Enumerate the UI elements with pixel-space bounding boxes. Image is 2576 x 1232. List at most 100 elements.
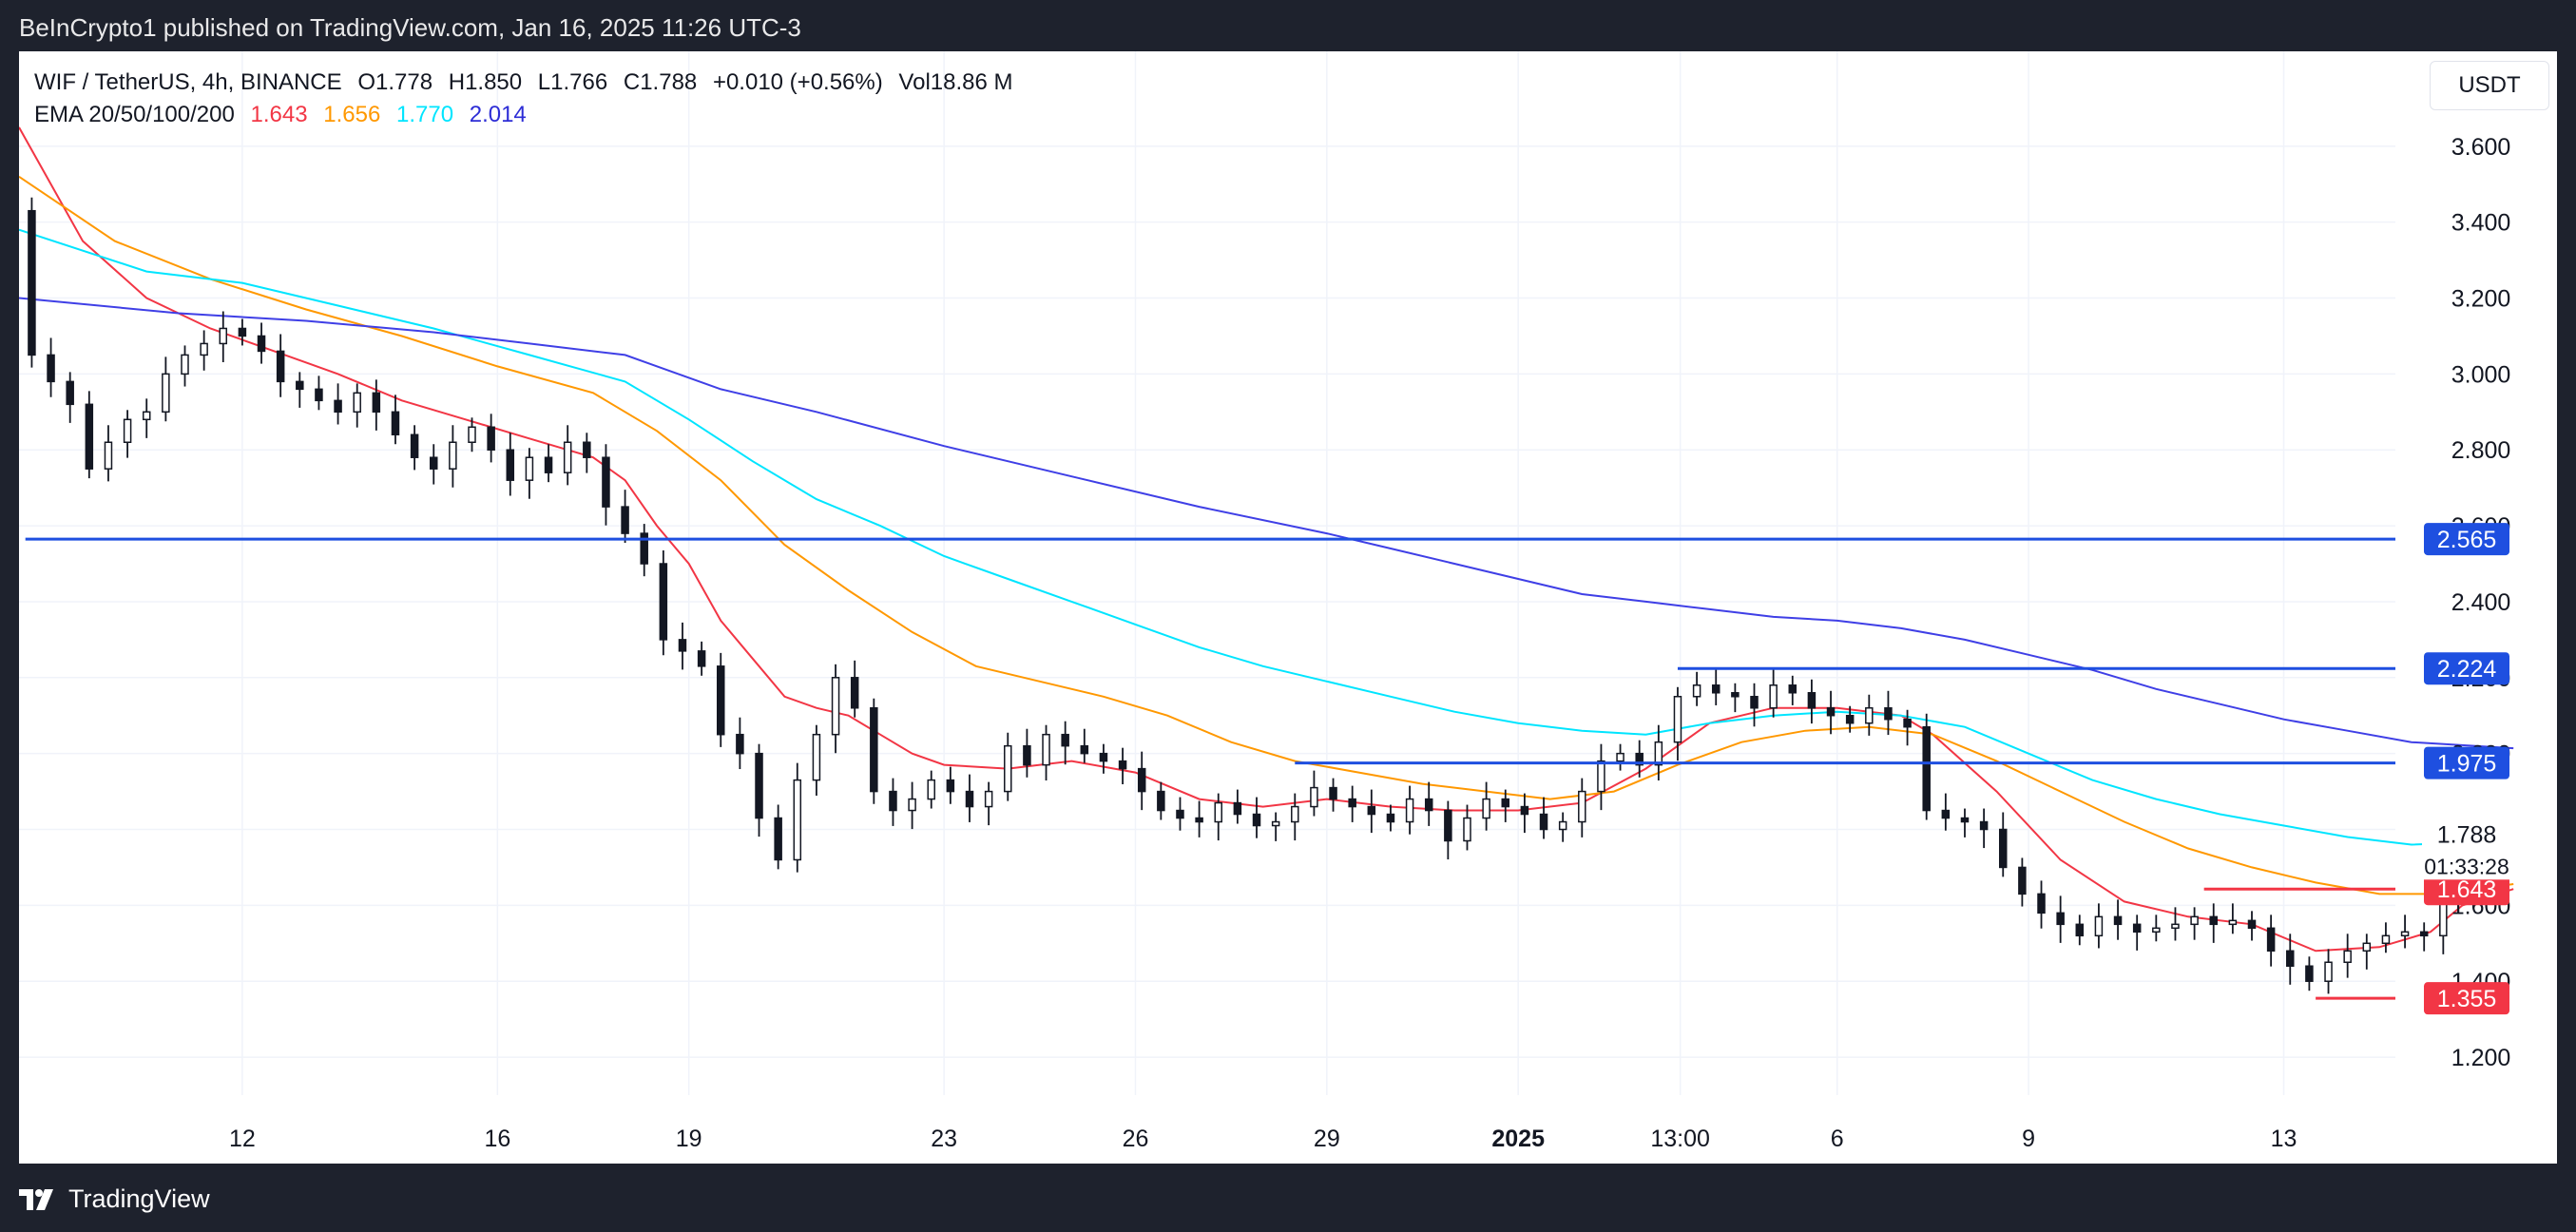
candle-body[interactable] (2113, 915, 2123, 926)
candle-body[interactable] (1444, 809, 1452, 842)
candle-body[interactable] (2400, 931, 2410, 937)
candle-body[interactable] (1424, 798, 1433, 812)
candle-body[interactable] (525, 456, 534, 481)
candle-body[interactable] (583, 441, 591, 458)
candle-body[interactable] (678, 639, 687, 652)
candle-body[interactable] (1271, 820, 1280, 827)
candle-body[interactable] (1080, 744, 1089, 755)
candle-body[interactable] (2152, 927, 2161, 934)
candle-body[interactable] (1233, 801, 1242, 816)
candle-body[interactable] (640, 532, 648, 565)
candle-body[interactable] (1348, 798, 1356, 808)
candle-body[interactable] (927, 779, 935, 800)
candle-body[interactable] (2094, 915, 2104, 937)
candle-body[interactable] (659, 563, 668, 641)
candle-body[interactable] (889, 790, 897, 812)
symbol-name[interactable]: WIF / TetherUS, 4h, BINANCE (34, 69, 342, 95)
candle-body[interactable] (1061, 733, 1069, 747)
candle-body[interactable] (2362, 942, 2372, 953)
candle-body[interactable] (1157, 790, 1165, 812)
candle-body[interactable] (831, 677, 840, 736)
candle-body[interactable] (1482, 798, 1490, 819)
candle-body[interactable] (372, 392, 381, 414)
candle-body[interactable] (334, 399, 342, 414)
candle-body[interactable] (1176, 809, 1184, 819)
candle-body[interactable] (697, 650, 706, 667)
candle-body[interactable] (2343, 950, 2352, 964)
candle-body[interactable] (544, 456, 553, 473)
candle-body[interactable] (1960, 817, 1970, 823)
candle-body[interactable] (1291, 805, 1299, 823)
candle-body[interactable] (1998, 828, 2008, 869)
candle-body[interactable] (1845, 714, 1855, 724)
candle-body[interactable] (2190, 915, 2199, 926)
candle-body[interactable] (2209, 915, 2218, 926)
candle-body[interactable] (2305, 965, 2314, 982)
candle-body[interactable] (2381, 934, 2391, 945)
candle-body[interactable] (162, 373, 170, 414)
candle-body[interactable] (908, 798, 916, 812)
candle-body[interactable] (2247, 919, 2257, 930)
candle-body[interactable] (2132, 923, 2142, 934)
candle-body[interactable] (774, 817, 782, 861)
candle-body[interactable] (965, 790, 974, 808)
candle-body[interactable] (2075, 923, 2085, 937)
candle-body[interactable] (353, 392, 361, 414)
candle-body[interactable] (1329, 786, 1337, 800)
candle-body[interactable] (1004, 744, 1012, 793)
candle-body[interactable] (429, 456, 438, 470)
candle-body[interactable] (1501, 798, 1510, 808)
candle-body[interactable] (1367, 805, 1376, 816)
candle-body[interactable] (850, 677, 859, 709)
candle-body[interactable] (2324, 961, 2333, 982)
candle-body[interactable] (1865, 706, 1874, 724)
candle-body[interactable] (1616, 752, 1624, 762)
candle-body[interactable] (123, 418, 132, 444)
candle-body[interactable] (1463, 817, 1471, 842)
candle-body[interactable] (1042, 733, 1050, 766)
candle-body[interactable] (1252, 813, 1261, 827)
candle-body[interactable] (2286, 950, 2295, 967)
currency-button[interactable]: USDT (2430, 61, 2549, 110)
candle-body[interactable] (1979, 820, 1989, 831)
candle-body[interactable] (1597, 760, 1605, 793)
candle-body[interactable] (200, 342, 208, 356)
candle-body[interactable] (984, 790, 993, 808)
candle-body[interactable] (2228, 919, 2238, 926)
candle-body[interactable] (142, 411, 151, 421)
candle-body[interactable] (1214, 801, 1222, 823)
candle-body[interactable] (2171, 923, 2180, 930)
candle-body[interactable] (85, 403, 94, 470)
candle-body[interactable] (1903, 718, 1912, 728)
candle-body[interactable] (66, 380, 74, 406)
candle-body[interactable] (296, 380, 304, 391)
candle-body[interactable] (1635, 752, 1644, 766)
candle-body[interactable] (1118, 760, 1127, 770)
candle-body[interactable] (1769, 684, 1778, 709)
price-chart[interactable]: 12 16 19 23 26 29 2025 13:00 6 9 13 3.600 3.400 3.200… (19, 51, 2557, 1164)
candle-body[interactable] (1137, 767, 1146, 793)
candle-body[interactable] (793, 779, 802, 861)
ema-indicator-label[interactable]: EMA 20/50/100/200 (34, 102, 235, 127)
candle-body[interactable] (28, 209, 36, 356)
candle-body[interactable] (1750, 696, 1759, 709)
candle-body[interactable] (1386, 813, 1395, 823)
candle-body[interactable] (1310, 786, 1318, 808)
candle-body[interactable] (238, 327, 247, 337)
candle-body[interactable] (1941, 809, 1951, 819)
candle-body[interactable] (2266, 927, 2276, 953)
candle-body[interactable] (736, 733, 744, 755)
candle-body[interactable] (563, 441, 572, 473)
candle-body[interactable] (1692, 684, 1701, 698)
candle-body[interactable] (1884, 706, 1893, 721)
candle-body[interactable] (1654, 741, 1663, 766)
candle-body[interactable] (1558, 820, 1567, 831)
candle-body[interactable] (2018, 866, 2027, 895)
candle-body[interactable] (602, 456, 610, 508)
candle-body[interactable] (1731, 692, 1740, 698)
candle-body[interactable] (2056, 912, 2065, 926)
candle-body[interactable] (506, 449, 515, 481)
candle-body[interactable] (717, 665, 725, 736)
candle-body[interactable] (276, 350, 285, 383)
candle-body[interactable] (2037, 893, 2046, 914)
